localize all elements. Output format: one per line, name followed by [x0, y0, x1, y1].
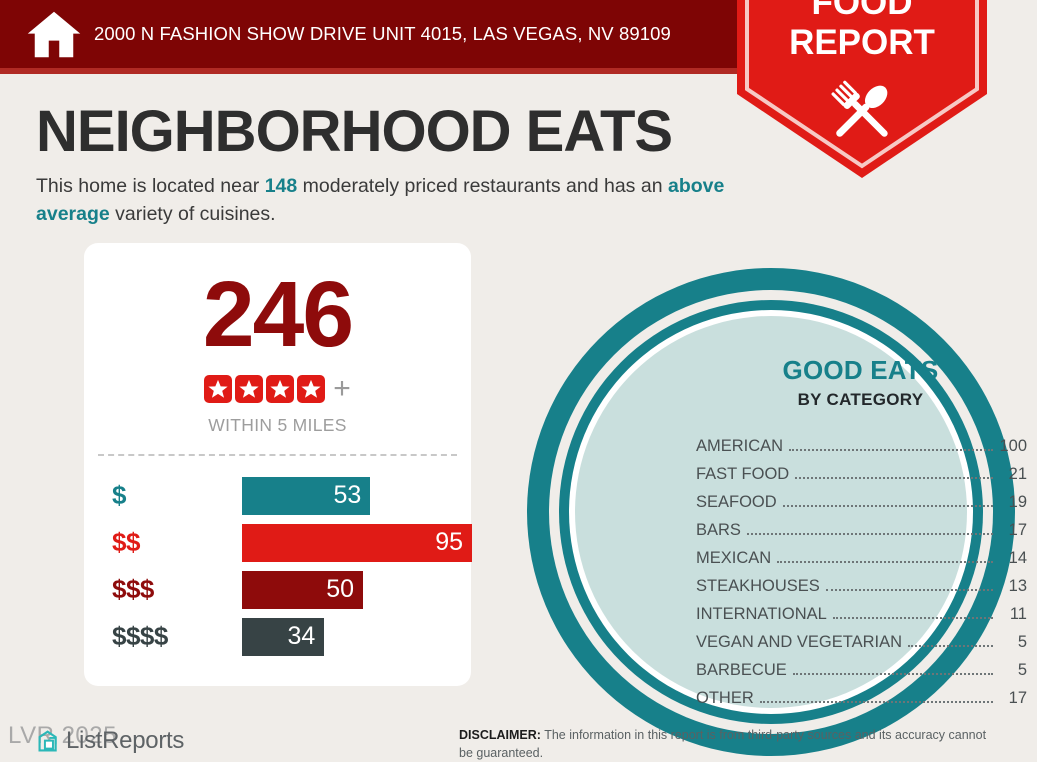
- food-report-badge: FOOD REPORT: [737, 0, 987, 178]
- category-row: BARBECUE 5: [696, 652, 1027, 680]
- plus-icon: +: [333, 372, 351, 405]
- category-row: INTERNATIONAL 11: [696, 596, 1027, 624]
- category-count: 14: [1008, 549, 1027, 567]
- teal-ring-decoration: [527, 268, 1015, 756]
- header-underline-accent: [0, 68, 740, 74]
- price-bar-row: $53: [84, 472, 471, 519]
- price-bar-fill: 34: [242, 617, 325, 656]
- badge-line1: FOOD: [811, 0, 912, 22]
- price-bar-label: $$: [112, 527, 140, 557]
- category-row: MEXICAN 14: [696, 540, 1027, 568]
- card-divider: [98, 454, 457, 456]
- category-name: VEGAN AND VEGETARIAN: [696, 633, 902, 651]
- category-name: INTERNATIONAL: [696, 605, 827, 623]
- star-icon: [266, 375, 295, 403]
- category-count: 11: [1009, 605, 1027, 623]
- category-row: STEAKHOUSES 13: [696, 568, 1027, 596]
- category-count: 21: [1008, 465, 1027, 483]
- price-bar-fill: 53: [242, 476, 371, 515]
- price-bar-label: $$$$: [112, 621, 168, 651]
- leader-dots: [795, 477, 993, 479]
- category-name: MEXICAN: [696, 549, 772, 567]
- price-bar-fill: 50: [242, 570, 364, 609]
- restaurant-count-card: 246 + WITHIN 5 MILES $53 $$ 95 $$$ 50 $$$$ 34: [84, 243, 472, 686]
- category-count: 13: [1008, 577, 1027, 595]
- star-icon: [235, 375, 264, 403]
- spoon-fork-icon: [831, 80, 888, 137]
- star-icon: [204, 375, 233, 403]
- category-row: OTHER 17: [696, 680, 1027, 708]
- category-count: 100: [999, 437, 1027, 455]
- category-name: BARS: [696, 521, 741, 539]
- leader-dots: [746, 533, 993, 535]
- category-name: STEAKHOUSES: [696, 577, 820, 595]
- subtitle-part1: This home is located near: [36, 175, 265, 197]
- leader-dots: [792, 673, 993, 675]
- subtitle-variety-rating: above average: [36, 175, 725, 226]
- category-name: BARBECUE: [696, 661, 787, 679]
- star-rating: +: [84, 374, 471, 404]
- price-bar-track: 95: [242, 523, 472, 562]
- price-bar-label: $$$: [112, 574, 154, 604]
- listreports-watermark: ListReports: [36, 727, 184, 755]
- header-bar: 2000 N FASHION SHOW DRIVE UNIT 4015, LAS…: [0, 0, 740, 68]
- leader-dots: [782, 505, 993, 507]
- category-count: 5: [1017, 661, 1027, 679]
- price-bar-track: 53: [242, 476, 471, 515]
- good-eats-title: GOOD EATS: [782, 355, 939, 385]
- subtitle-part2: moderately priced restaurants and has an: [297, 175, 668, 197]
- leader-dots: [759, 701, 993, 703]
- leader-dots: [777, 561, 993, 563]
- good-eats-panel: GOOD EATS BY CATEGORY AMERICAN 100 FAST FO…: [684, 355, 1037, 708]
- category-name: AMERICAN: [696, 437, 784, 455]
- category-row: FAST FOOD 21: [696, 456, 1027, 484]
- price-bar-label: $: [112, 480, 126, 510]
- restaurant-count-value: 246: [202, 262, 354, 366]
- radius-label: WITHIN 5 MILES: [208, 415, 347, 435]
- price-level-bar-chart: $53 $$ 95 $$$ 50 $$$$ 34: [84, 472, 472, 660]
- leader-dots: [789, 449, 993, 451]
- page-title: NEIGHBORHOOD EATS: [36, 99, 673, 164]
- disclaimer-label: DISCLAIMER:: [459, 728, 541, 742]
- good-eats-subtitle: BY CATEGORY: [797, 390, 924, 409]
- price-bar-track: 50: [242, 570, 471, 609]
- leader-dots: [832, 617, 993, 619]
- category-count: 5: [1017, 633, 1027, 651]
- house-icon: [27, 11, 81, 57]
- lvr-watermark: LVR 2025: [8, 722, 117, 749]
- badge-line2: REPORT: [789, 23, 935, 62]
- category-row: AMERICAN 100: [696, 428, 1027, 456]
- price-bar-fill: 95: [242, 523, 472, 562]
- category-count: 17: [1008, 689, 1027, 707]
- listreports-logo-icon: [38, 729, 57, 751]
- header-address: 2000 N FASHION SHOW DRIVE UNIT 4015, LAS…: [94, 22, 671, 44]
- price-bar-row: $$ 95: [84, 519, 472, 566]
- category-count: 17: [1008, 521, 1027, 539]
- star-icon: [297, 375, 326, 403]
- category-count: 19: [1008, 493, 1027, 511]
- price-bar-row: $$$ 50: [84, 566, 471, 613]
- page-subtitle: This home is located near 148 moderately…: [36, 172, 736, 229]
- subtitle-part3: variety of cuisines.: [109, 203, 276, 226]
- listreports-label: ListReports: [66, 727, 185, 754]
- category-row: VEGAN AND VEGETARIAN 5: [696, 624, 1027, 652]
- good-eats-category-list: AMERICAN 100 FAST FOOD 21 SEAFOOD 19 BARS 17 MEX…: [684, 428, 1037, 708]
- category-name: FAST FOOD: [696, 465, 790, 483]
- category-name: SEAFOOD: [696, 493, 777, 511]
- category-row: BARS 17: [696, 512, 1027, 540]
- category-row: SEAFOOD 19: [696, 484, 1027, 512]
- price-bar-row: $$$$ 34: [84, 613, 471, 660]
- price-bar-track: 34: [242, 617, 471, 656]
- subtitle-restaurant-count: 148: [264, 175, 298, 197]
- leader-dots: [908, 645, 993, 647]
- category-name: OTHER: [696, 689, 754, 707]
- leader-dots: [825, 589, 993, 591]
